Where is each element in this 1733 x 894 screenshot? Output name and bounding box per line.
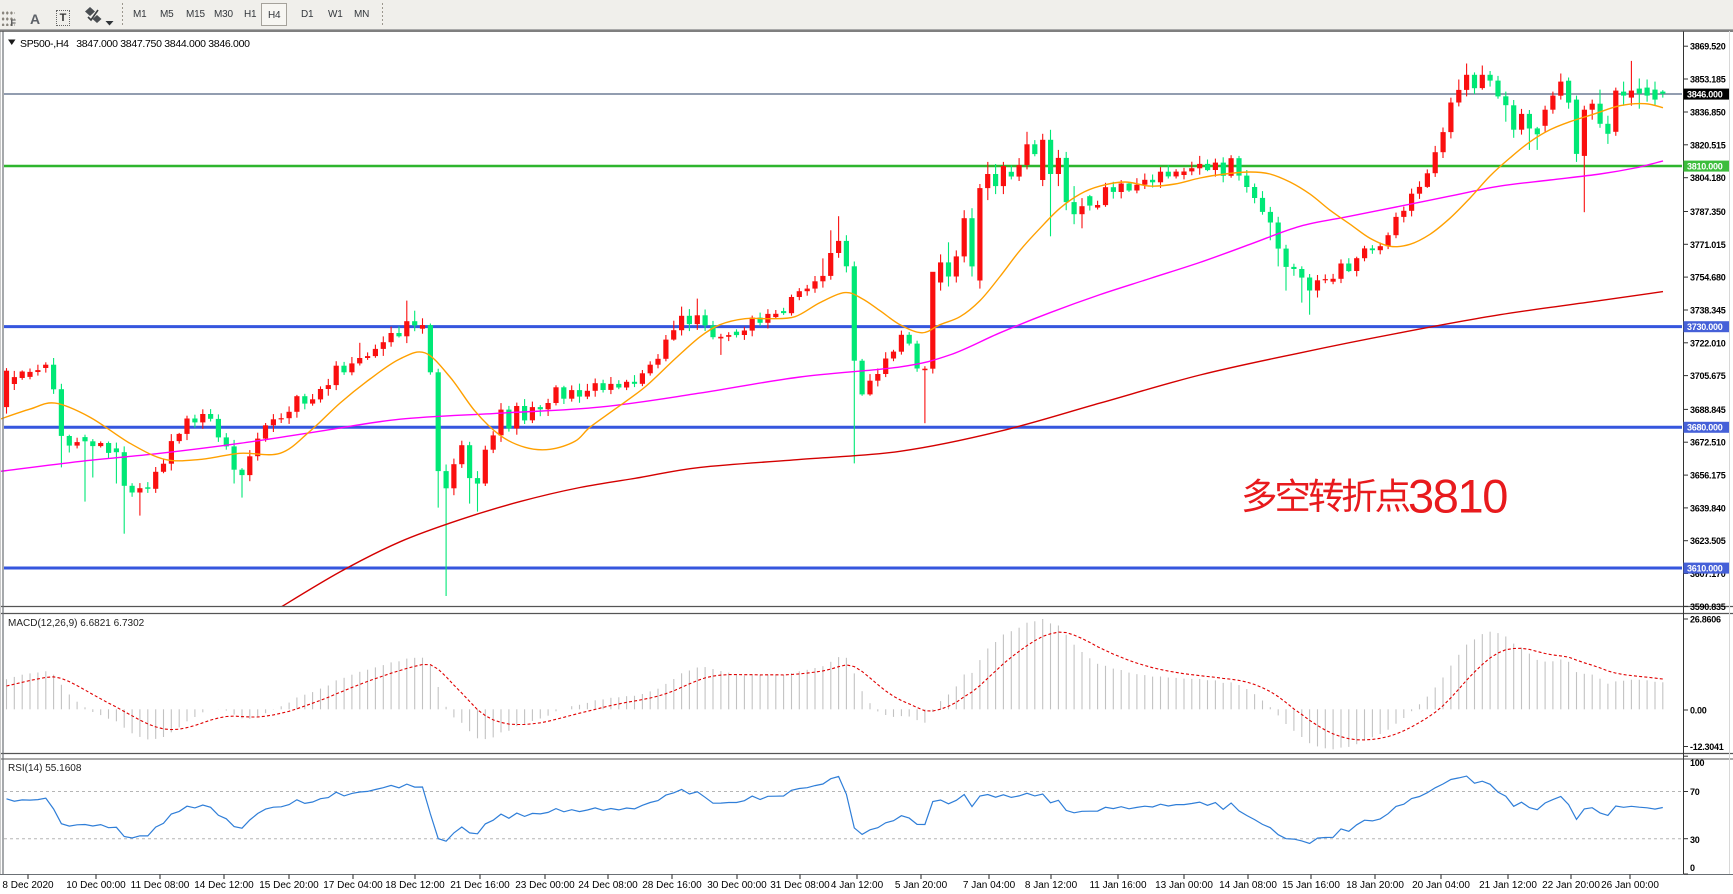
svg-text:17 Dec 04:00: 17 Dec 04:00: [323, 880, 383, 891]
svg-text:24 Dec 08:00: 24 Dec 08:00: [578, 880, 638, 891]
svg-text:3730.000: 3730.000: [1687, 322, 1723, 332]
svg-text:28 Dec 16:00: 28 Dec 16:00: [642, 880, 702, 891]
svg-text:3607.170: 3607.170: [1690, 569, 1726, 579]
svg-text:3836.850: 3836.850: [1690, 108, 1726, 118]
svg-text:11 Jan 16:00: 11 Jan 16:00: [1089, 880, 1147, 891]
svg-text:3810.000: 3810.000: [1687, 162, 1723, 172]
svg-text:3869.520: 3869.520: [1690, 42, 1726, 52]
svg-text:3853.185: 3853.185: [1690, 75, 1726, 85]
svg-text:3590.835: 3590.835: [1690, 602, 1726, 612]
svg-text:14 Dec 12:00: 14 Dec 12:00: [194, 880, 254, 891]
svg-text:5 Jan 20:00: 5 Jan 20:00: [895, 880, 948, 891]
svg-text:4 Jan 12:00: 4 Jan 12:00: [831, 880, 884, 891]
svg-text:21 Jan 12:00: 21 Jan 12:00: [1479, 880, 1537, 891]
svg-text:18 Dec 12:00: 18 Dec 12:00: [385, 880, 445, 891]
svg-text:11 Dec 08:00: 11 Dec 08:00: [131, 880, 190, 891]
svg-text:3846.000: 3846.000: [1687, 90, 1723, 100]
svg-text:7 Jan 04:00: 7 Jan 04:00: [963, 880, 1016, 891]
svg-text:20 Jan 04:00: 20 Jan 04:00: [1412, 880, 1470, 891]
svg-text:3639.840: 3639.840: [1690, 503, 1726, 513]
svg-text:3787.350: 3787.350: [1690, 207, 1726, 217]
svg-text:26.8606: 26.8606: [1690, 615, 1721, 625]
svg-text:3810: 3810: [1408, 470, 1507, 523]
svg-text:3610.000: 3610.000: [1687, 564, 1723, 574]
svg-text:30: 30: [1690, 835, 1700, 845]
svg-text:3738.345: 3738.345: [1690, 306, 1726, 316]
svg-text:3804.180: 3804.180: [1690, 173, 1726, 183]
svg-text:0.00: 0.00: [1690, 706, 1707, 716]
svg-text:RSI(14) 55.1608: RSI(14) 55.1608: [8, 763, 82, 774]
svg-text:-12.3041: -12.3041: [1690, 742, 1724, 752]
svg-text:3688.845: 3688.845: [1690, 405, 1726, 415]
svg-text:3771.015: 3771.015: [1690, 240, 1726, 250]
svg-text:70: 70: [1690, 787, 1700, 797]
svg-text:15 Dec 20:00: 15 Dec 20:00: [259, 880, 319, 891]
svg-text:3754.680: 3754.680: [1690, 273, 1726, 283]
svg-text:22 Jan 20:00: 22 Jan 20:00: [1542, 880, 1600, 891]
svg-text:26 Jan 00:00: 26 Jan 00:00: [1601, 880, 1659, 891]
svg-text:21 Dec 16:00: 21 Dec 16:00: [450, 880, 510, 891]
svg-text:15 Jan 16:00: 15 Jan 16:00: [1282, 880, 1340, 891]
svg-text:13 Jan 00:00: 13 Jan 00:00: [1155, 880, 1213, 891]
svg-text:18 Jan 20:00: 18 Jan 20:00: [1346, 880, 1404, 891]
svg-text:3820.515: 3820.515: [1690, 140, 1726, 150]
svg-text:SP500-,H4 3847.000 3847.750 3: SP500-,H4 3847.000 3847.750 3844.000 384…: [20, 38, 250, 50]
svg-text:3672.510: 3672.510: [1690, 438, 1726, 448]
svg-text:3705.675: 3705.675: [1690, 371, 1726, 381]
svg-text:8 Dec 2020: 8 Dec 2020: [2, 880, 54, 891]
svg-text:8 Jan 12:00: 8 Jan 12:00: [1025, 880, 1078, 891]
svg-text:10 Dec 00:00: 10 Dec 00:00: [66, 880, 126, 891]
svg-text:3656.175: 3656.175: [1690, 471, 1726, 481]
svg-text:30 Dec 00:00: 30 Dec 00:00: [707, 880, 767, 891]
svg-text:3680.000: 3680.000: [1687, 423, 1723, 433]
svg-text:3722.010: 3722.010: [1690, 338, 1726, 348]
svg-text:31 Dec 08:00: 31 Dec 08:00: [770, 880, 830, 891]
svg-text:3623.505: 3623.505: [1690, 536, 1726, 546]
svg-text:23 Dec 00:00: 23 Dec 00:00: [515, 880, 575, 891]
svg-text:0: 0: [1690, 863, 1695, 873]
svg-text:14 Jan 08:00: 14 Jan 08:00: [1219, 880, 1277, 891]
svg-text:100: 100: [1690, 758, 1705, 768]
svg-text:MACD(12,26,9) 6.6821 6.7302: MACD(12,26,9) 6.6821 6.7302: [8, 618, 145, 629]
